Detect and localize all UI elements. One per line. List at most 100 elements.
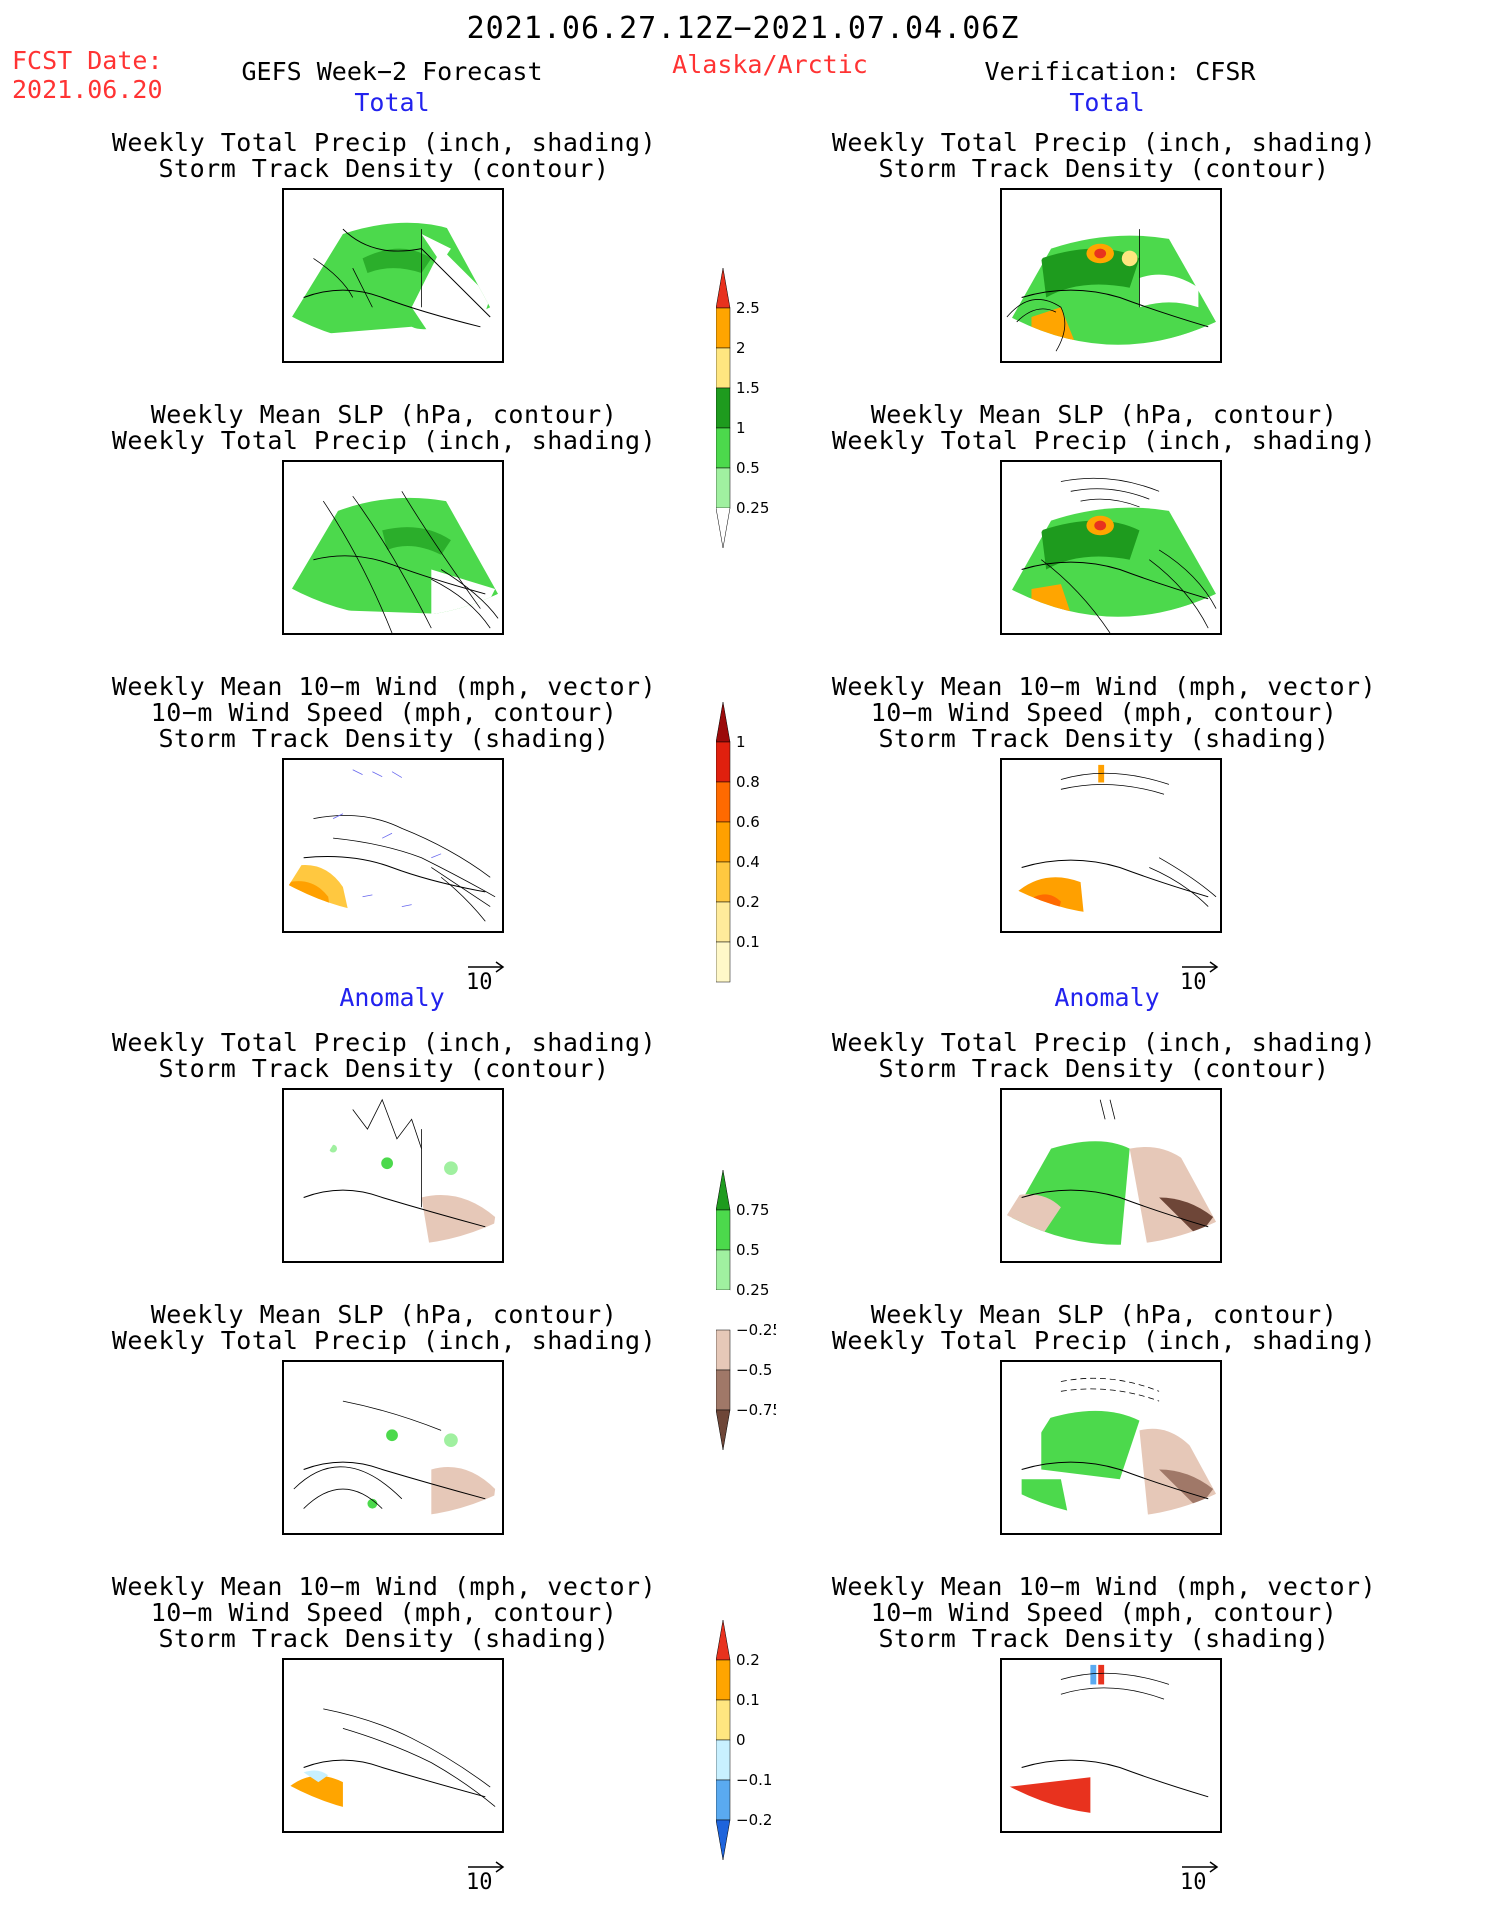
- track-anom-cb-label: −0.2: [736, 1811, 772, 1829]
- cfsr-total-precip-title-2: Storm Track Density (contour): [878, 154, 1330, 183]
- gefs-slp-title-1: Weekly Mean SLP (hPa, contour): [150, 400, 618, 429]
- gefs-wind-title-3: Storm Track Density (shading): [158, 724, 610, 753]
- precip-anom-cb-label: −0.5: [736, 1361, 772, 1379]
- cfsr-anom-wind-title-3: Storm Track Density (shading): [878, 1624, 1330, 1653]
- right-vector-arrow-icon-2: [1182, 1861, 1219, 1873]
- left-vector-arrow-icon-2: [468, 1861, 505, 1873]
- precip-total-cb-label: 1.5: [736, 379, 760, 397]
- gefs-total-precip-title-1: Weekly Total Precip (inch, shading): [111, 128, 657, 157]
- track-total-cb-label: 1: [736, 733, 746, 751]
- left-model-title: GEFS Week−2 Forecast: [241, 57, 543, 86]
- track-anom-cb-cap: [716, 1620, 731, 1661]
- gefs-total-precip-title-2: Storm Track Density (contour): [158, 154, 610, 183]
- track-anom-cb-label: 0.1: [736, 1691, 760, 1709]
- period-title: 2021.06.27.12Z−2021.07.04.06Z: [466, 11, 1020, 46]
- right-vector-label-2: 10: [1180, 1870, 1207, 1895]
- gefs-slp-title-2: Weekly Total Precip (inch, shading): [111, 426, 657, 455]
- precip-anom-colorbar: 0.75 0.5 0.25 −0.25 −0.5 −0.75: [716, 1170, 776, 1451]
- precip-total-cb-seg: [716, 387, 731, 429]
- track-total-colorbar: 1 0.8 0.6 0.4 0.2 0.1: [716, 702, 760, 983]
- precip-total-cb-label: 0.5: [736, 459, 760, 477]
- track-total-cb-label: 0.1: [736, 933, 760, 951]
- cfsr-anom-slp-map: [1000, 1360, 1222, 1535]
- track-anom-cb-label: 0: [736, 1731, 746, 1749]
- gefs-total-slp-map: [282, 460, 504, 635]
- cfsr-anom-slp-title-2: Weekly Total Precip (inch, shading): [831, 1326, 1377, 1355]
- gefs-wind-title-1: Weekly Mean 10−m Wind (mph, vector): [111, 672, 657, 701]
- gefs-anom-slp-map: [282, 1360, 504, 1535]
- gefs-anom-wind-title-1: Weekly Mean 10−m Wind (mph, vector): [111, 1572, 657, 1601]
- track-total-cb-seg: [716, 741, 731, 783]
- gefs-anom-precip-title-2: Storm Track Density (contour): [158, 1054, 610, 1083]
- cfsr-total-precip-title-1: Weekly Total Precip (inch, shading): [831, 128, 1377, 157]
- precip-total-cb-tail: [716, 507, 731, 549]
- track-total-cb-cap: [716, 702, 731, 743]
- track-anom-cb-label: −0.1: [736, 1771, 772, 1789]
- precip-total-cb-seg: [716, 467, 731, 509]
- verification-title: Verification: CFSR: [984, 57, 1256, 86]
- precip-total-cb-seg: [716, 307, 731, 349]
- left-vector-label-2: 10: [466, 1870, 493, 1895]
- gefs-anom-precip-title-1: Weekly Total Precip (inch, shading): [111, 1028, 657, 1057]
- track-total-cb-label: 0.6: [736, 813, 760, 831]
- precip-total-cb-seg: [716, 347, 731, 389]
- left-anomaly-label: Anomaly: [339, 983, 445, 1012]
- fcst-date-label: FCST Date:: [12, 46, 163, 75]
- cfsr-slp-title-1: Weekly Mean SLP (hPa, contour): [870, 400, 1338, 429]
- precip-anom-cb-label: 0.75: [736, 1201, 769, 1219]
- region-title: Alaska/Arctic: [672, 50, 868, 79]
- gefs-anom-slp-title-1: Weekly Mean SLP (hPa, contour): [150, 1300, 618, 1329]
- track-total-cb-seg: [716, 821, 731, 863]
- precip-anom-cb-seg: [716, 1249, 731, 1291]
- gefs-wind-title-2: 10−m Wind Speed (mph, contour): [150, 698, 618, 727]
- gefs-anom-precip-map: [282, 1088, 504, 1263]
- track-anom-cb-seg: [716, 1699, 731, 1741]
- precip-total-cb-cap: [716, 268, 731, 309]
- right-vector-label-1: 10: [1180, 970, 1207, 995]
- cfsr-total-wind-map: [1000, 758, 1222, 933]
- gefs-total-wind-map: [282, 758, 504, 933]
- cfsr-anom-slp-title-1: Weekly Mean SLP (hPa, contour): [870, 1300, 1338, 1329]
- track-total-cb-label: 0.4: [736, 853, 760, 871]
- track-total-cb-seg: [716, 901, 731, 943]
- track-total-cb-seg: [716, 861, 731, 903]
- gefs-anom-wind-title-2: 10−m Wind Speed (mph, contour): [150, 1598, 618, 1627]
- cfsr-wind-title-3: Storm Track Density (shading): [878, 724, 1330, 753]
- cfsr-anom-wind-title-1: Weekly Mean 10−m Wind (mph, vector): [831, 1572, 1377, 1601]
- track-anom-cb-tail: [716, 1819, 731, 1861]
- precip-anom-cb-label: −0.75: [736, 1401, 776, 1419]
- precip-total-cb-label: 2.5: [736, 299, 760, 317]
- precip-anom-cb-cap: [716, 1170, 731, 1211]
- cfsr-anom-wind-map: [1000, 1658, 1222, 1833]
- cfsr-slp-title-2: Weekly Total Precip (inch, shading): [831, 426, 1377, 455]
- precip-total-cb-label: 0.25: [736, 499, 769, 517]
- right-total-label: Total: [1069, 88, 1145, 117]
- track-total-cb-seg: [716, 941, 731, 983]
- track-total-cb-seg: [716, 781, 731, 823]
- cfsr-wind-title-1: Weekly Mean 10−m Wind (mph, vector): [831, 672, 1377, 701]
- left-vector-arrow-icon-1: [468, 961, 505, 973]
- gefs-anom-wind-map: [282, 1658, 504, 1833]
- cfsr-anom-precip-title-1: Weekly Total Precip (inch, shading): [831, 1028, 1377, 1057]
- precip-anom-cb-seg: [716, 1369, 731, 1411]
- track-total-cb-label: 0.2: [736, 893, 760, 911]
- track-anom-cb-seg: [716, 1779, 731, 1821]
- precip-anom-cb-label: 0.25: [736, 1281, 769, 1299]
- precip-anom-cb-seg: [716, 1290, 730, 1330]
- precip-anom-cb-label: −0.25: [736, 1321, 776, 1339]
- gefs-anom-wind-title-3: Storm Track Density (shading): [158, 1624, 610, 1653]
- left-total-label: Total: [354, 88, 430, 117]
- precip-total-cb-label: 2: [736, 339, 746, 357]
- precip-total-cb-label: 1: [736, 419, 746, 437]
- gefs-total-precip-map: [282, 188, 504, 363]
- left-vector-label-1: 10: [466, 970, 493, 995]
- cfsr-total-slp-map: [1000, 460, 1222, 635]
- cfsr-total-precip-map: [1000, 188, 1222, 363]
- precip-total-cb-seg: [716, 427, 731, 469]
- track-anom-cb-seg: [716, 1739, 731, 1781]
- right-anomaly-label: Anomaly: [1054, 983, 1160, 1012]
- gefs-anom-slp-title-2: Weekly Total Precip (inch, shading): [111, 1326, 657, 1355]
- track-anom-cb-label: 0.2: [736, 1651, 760, 1669]
- precip-anom-cb-seg: [716, 1329, 731, 1371]
- cfsr-anom-precip-map: [1000, 1088, 1222, 1263]
